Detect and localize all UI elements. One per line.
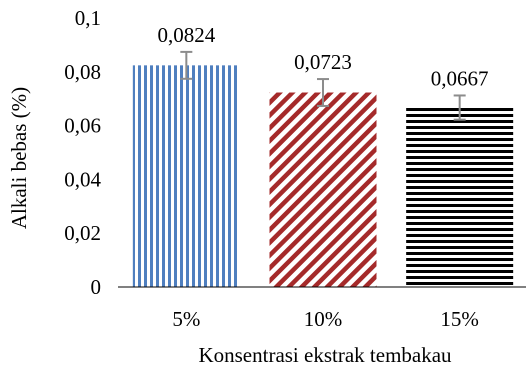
y-tick-label: 0,08 [64,60,101,84]
x-tick-label: 10% [304,307,343,331]
data-labels: 0,0824 0,0723 0,0667 [157,23,488,91]
y-axis-title: Alkali bebas (%) [7,87,31,229]
error-bar-3 [453,94,466,121]
data-label-3: 0,0667 [431,66,489,90]
bars [132,65,514,288]
y-tick-label: 0 [91,275,102,299]
y-tick-label: 0,02 [64,221,101,245]
error-bar-2 [317,78,329,107]
x-axis-ticks: 5% 10% 15% [172,307,479,331]
x-tick-label: 5% [172,307,200,331]
y-axis-ticks: 0 0,02 0,04 0,06 0,08 0,1 [64,6,101,299]
error-bars [180,50,466,121]
bar-3 [406,107,514,288]
data-label-2: 0,0723 [294,50,352,74]
bar-2 [269,92,377,287]
x-axis-title: Konsentrasi ekstrak tembakau [198,343,452,367]
data-label-1: 0,0824 [157,23,215,47]
error-bar-1 [180,50,193,80]
bar-1 [132,65,240,288]
y-tick-label: 0,06 [64,114,101,138]
y-tick-label: 0,04 [64,167,101,191]
x-tick-label: 15% [440,307,479,331]
y-tick-label: 0,1 [75,6,101,30]
